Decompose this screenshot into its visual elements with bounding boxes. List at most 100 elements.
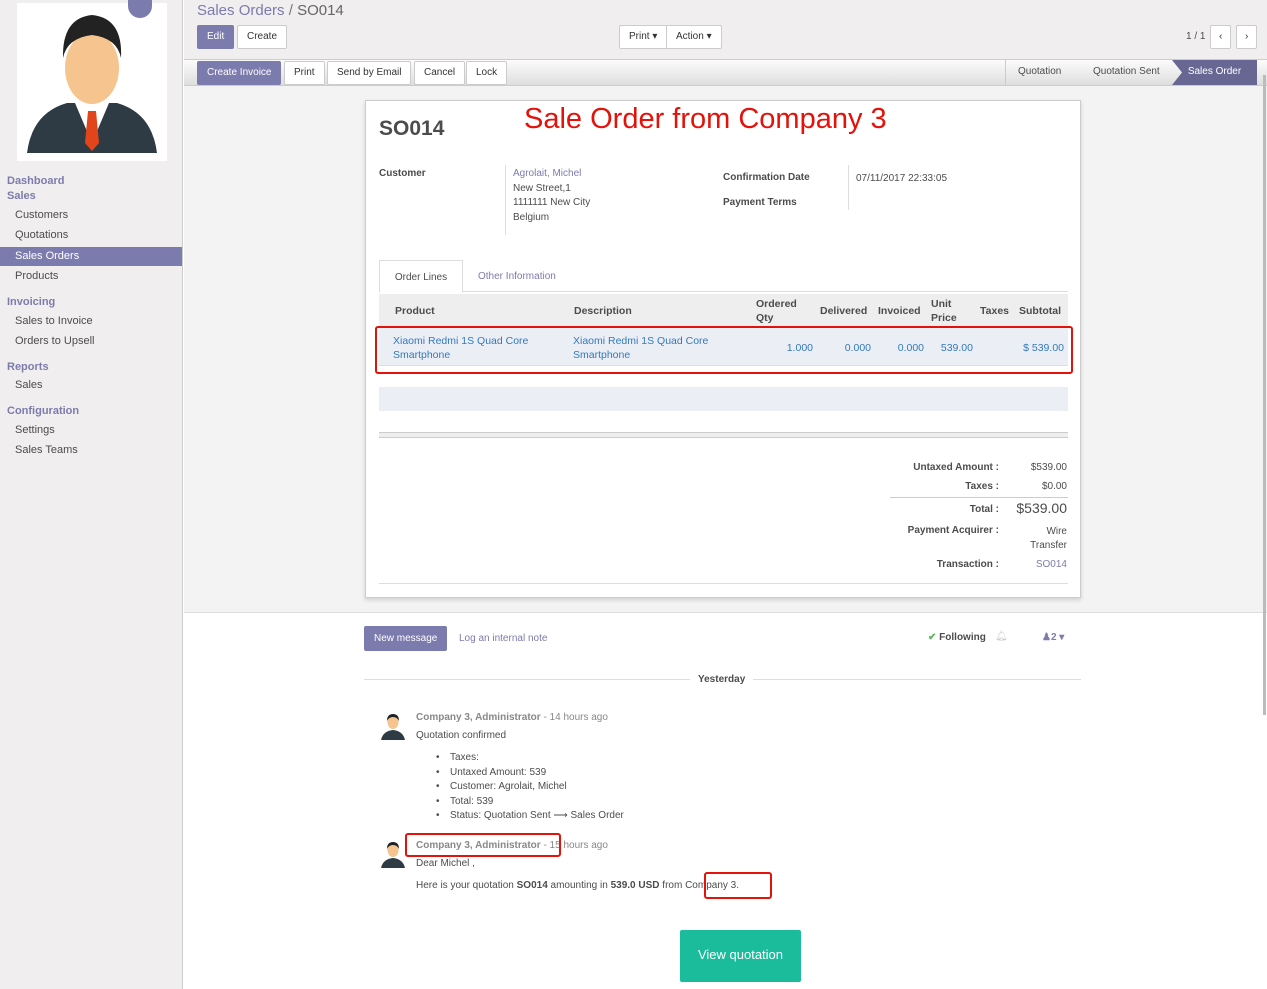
col-unit-price[interactable]: Unit Price bbox=[931, 298, 957, 324]
print-dropdown[interactable]: Print ▾ bbox=[619, 25, 668, 49]
row-delivered: 0.000 bbox=[844, 342, 871, 354]
row-price: 539.00 bbox=[940, 342, 973, 354]
create-button[interactable]: Create bbox=[237, 25, 288, 49]
sidebar-item-customers[interactable]: Customers bbox=[15, 209, 69, 221]
stage-quotation[interactable]: Quotation bbox=[1005, 60, 1073, 85]
avatar-icon bbox=[381, 714, 405, 740]
payment-acquirer-value: Wire Transfer bbox=[1030, 526, 1067, 551]
customer-label: Customer bbox=[379, 168, 426, 179]
user-status-badge[interactable] bbox=[128, 0, 152, 18]
menu-configuration-header: Configuration bbox=[7, 405, 80, 417]
tab-other-information[interactable]: Other Information bbox=[478, 271, 556, 282]
annotation-text: Sale Order from Company 3 bbox=[524, 103, 887, 135]
user-icon: ♟ bbox=[1042, 632, 1051, 643]
tracking-item: Taxes: bbox=[436, 752, 479, 763]
sidebar-item-sales-orders[interactable]: Sales Orders bbox=[0, 247, 182, 266]
tracking-item: Customer: Agrolait, Michel bbox=[436, 781, 567, 792]
cancel-button[interactable]: Cancel bbox=[414, 61, 466, 85]
action-label: Action bbox=[676, 31, 704, 42]
sidebar-item-settings[interactable]: Settings bbox=[15, 424, 55, 436]
annotation-highlight-author bbox=[405, 833, 561, 857]
print-button[interactable]: Print bbox=[284, 61, 325, 85]
col-product[interactable]: Product bbox=[395, 305, 435, 317]
menu-reports-header: Reports bbox=[7, 361, 49, 373]
pager-value: 1 / 1 bbox=[1186, 31, 1206, 42]
transaction-label: Transaction : bbox=[936, 559, 999, 570]
message-time: - 15 hours ago bbox=[543, 840, 608, 851]
sidebar-item-quotations[interactable]: Quotations bbox=[15, 229, 69, 241]
message-body: Here is your quotation SO014 amounting i… bbox=[416, 880, 739, 891]
following-label: Following bbox=[939, 632, 986, 643]
col-subtotal[interactable]: Subtotal bbox=[1019, 305, 1061, 317]
action-dropdown[interactable]: Action ▾ bbox=[666, 25, 722, 49]
sidebar-item-sales-to-invoice[interactable]: Sales to Invoice bbox=[15, 315, 93, 327]
address-city: 1111111 New City bbox=[513, 197, 591, 208]
new-message-button[interactable]: New message bbox=[364, 626, 448, 651]
sidebar: Dashboard Sales Customers Quotations Sal… bbox=[0, 0, 183, 989]
customer-link[interactable]: Agrolait, Michel bbox=[513, 168, 582, 179]
col-ordered-qty[interactable]: Ordered Qty bbox=[756, 298, 797, 324]
scrollbar[interactable] bbox=[1263, 75, 1266, 715]
breadcrumb: Sales Orders / SO014 bbox=[197, 2, 344, 19]
annotation-highlight-row bbox=[375, 326, 1073, 374]
stage-sales-order[interactable]: Sales Order bbox=[1172, 60, 1257, 85]
transaction-link[interactable]: SO014 bbox=[1035, 559, 1067, 570]
view-quotation-button[interactable]: View quotation bbox=[680, 930, 801, 982]
total-value: $539.00 bbox=[1016, 500, 1067, 516]
breadcrumb-separator: / bbox=[288, 2, 293, 19]
col-invoiced[interactable]: Invoiced bbox=[878, 305, 921, 317]
message-author-avatar[interactable] bbox=[378, 838, 408, 868]
payment-acquirer-label: Payment Acquirer : bbox=[907, 525, 999, 536]
address-street: New Street,1 bbox=[513, 183, 571, 194]
taxes-value: $0.00 bbox=[1041, 481, 1067, 492]
menu-sales-header: Sales bbox=[7, 190, 36, 202]
send-by-email-button[interactable]: Send by Email bbox=[327, 61, 412, 85]
user-avatar[interactable] bbox=[17, 3, 167, 161]
annotation-highlight-company bbox=[704, 872, 772, 899]
table-footer bbox=[379, 432, 1068, 438]
stage-quotation-sent[interactable]: Quotation Sent bbox=[1093, 66, 1160, 77]
log-note-button[interactable]: Log an internal note bbox=[459, 633, 548, 644]
menu-dashboard[interactable]: Dashboard bbox=[7, 175, 65, 187]
edit-button[interactable]: Edit bbox=[197, 25, 235, 49]
bell-icon[interactable]: 🔔︎ bbox=[995, 631, 1008, 642]
lock-button[interactable]: Lock bbox=[466, 61, 508, 85]
sidebar-item-sales-teams[interactable]: Sales Teams bbox=[15, 444, 78, 456]
order-name: SO014 bbox=[379, 117, 445, 140]
avatar-icon bbox=[381, 842, 405, 868]
sidebar-item-reports-sales[interactable]: Sales bbox=[15, 379, 43, 391]
print-label: Print bbox=[629, 31, 650, 42]
row-subtotal: $ 539.00 bbox=[1023, 342, 1064, 354]
col-description[interactable]: Description bbox=[574, 305, 632, 317]
tab-order-lines[interactable]: Order Lines bbox=[379, 260, 463, 293]
lines-table-header bbox=[379, 294, 1068, 328]
col-taxes[interactable]: Taxes bbox=[980, 305, 1009, 317]
message-time: - 14 hours ago bbox=[543, 712, 608, 723]
taxes-label: Taxes : bbox=[965, 481, 999, 492]
message-greeting: Dear Michel , bbox=[416, 858, 475, 869]
create-invoice-button[interactable]: Create Invoice bbox=[197, 61, 282, 85]
row-product[interactable]: Xiaomi Redmi 1S Quad Core Smartphone bbox=[393, 335, 529, 361]
breadcrumb-sales-orders[interactable]: Sales Orders bbox=[197, 2, 285, 19]
col-delivered[interactable]: Delivered bbox=[820, 305, 868, 317]
confirmation-date-label: Confirmation Date bbox=[723, 172, 810, 183]
pager-previous-button[interactable]: ‹ bbox=[1210, 25, 1232, 49]
message-author[interactable]: Company 3, Administrator bbox=[416, 840, 541, 851]
followers-count: 2 bbox=[1050, 632, 1057, 643]
sidebar-item-orders-to-upsell[interactable]: Orders to Upsell bbox=[15, 335, 95, 347]
message-author-avatar[interactable] bbox=[378, 710, 408, 740]
message-author[interactable]: Company 3, Administrator bbox=[416, 712, 541, 723]
table-row[interactable] bbox=[379, 328, 1068, 366]
row-invoiced: 0.000 bbox=[897, 342, 924, 354]
following-button[interactable]: ✔ Following bbox=[928, 632, 986, 643]
followers-button[interactable]: ♟2 ▾ bbox=[1042, 632, 1065, 643]
sale-order-sheet: SO014 Sale Order from Company 3 Customer… bbox=[365, 100, 1081, 598]
confirmation-date-value: 07/11/2017 22:33:05 bbox=[856, 173, 948, 184]
pager-next-button[interactable]: › bbox=[1236, 25, 1258, 49]
sidebar-item-products[interactable]: Products bbox=[15, 270, 59, 282]
tracking-item: Untaxed Amount: 539 bbox=[436, 767, 546, 778]
table-empty-row bbox=[379, 387, 1068, 411]
chevron-right-icon: › bbox=[1245, 31, 1249, 42]
control-panel: Sales Orders / SO014 Edit Create Print ▾… bbox=[184, 0, 1267, 60]
row-description: Xiaomi Redmi 1S Quad Core Smartphone bbox=[573, 335, 709, 361]
